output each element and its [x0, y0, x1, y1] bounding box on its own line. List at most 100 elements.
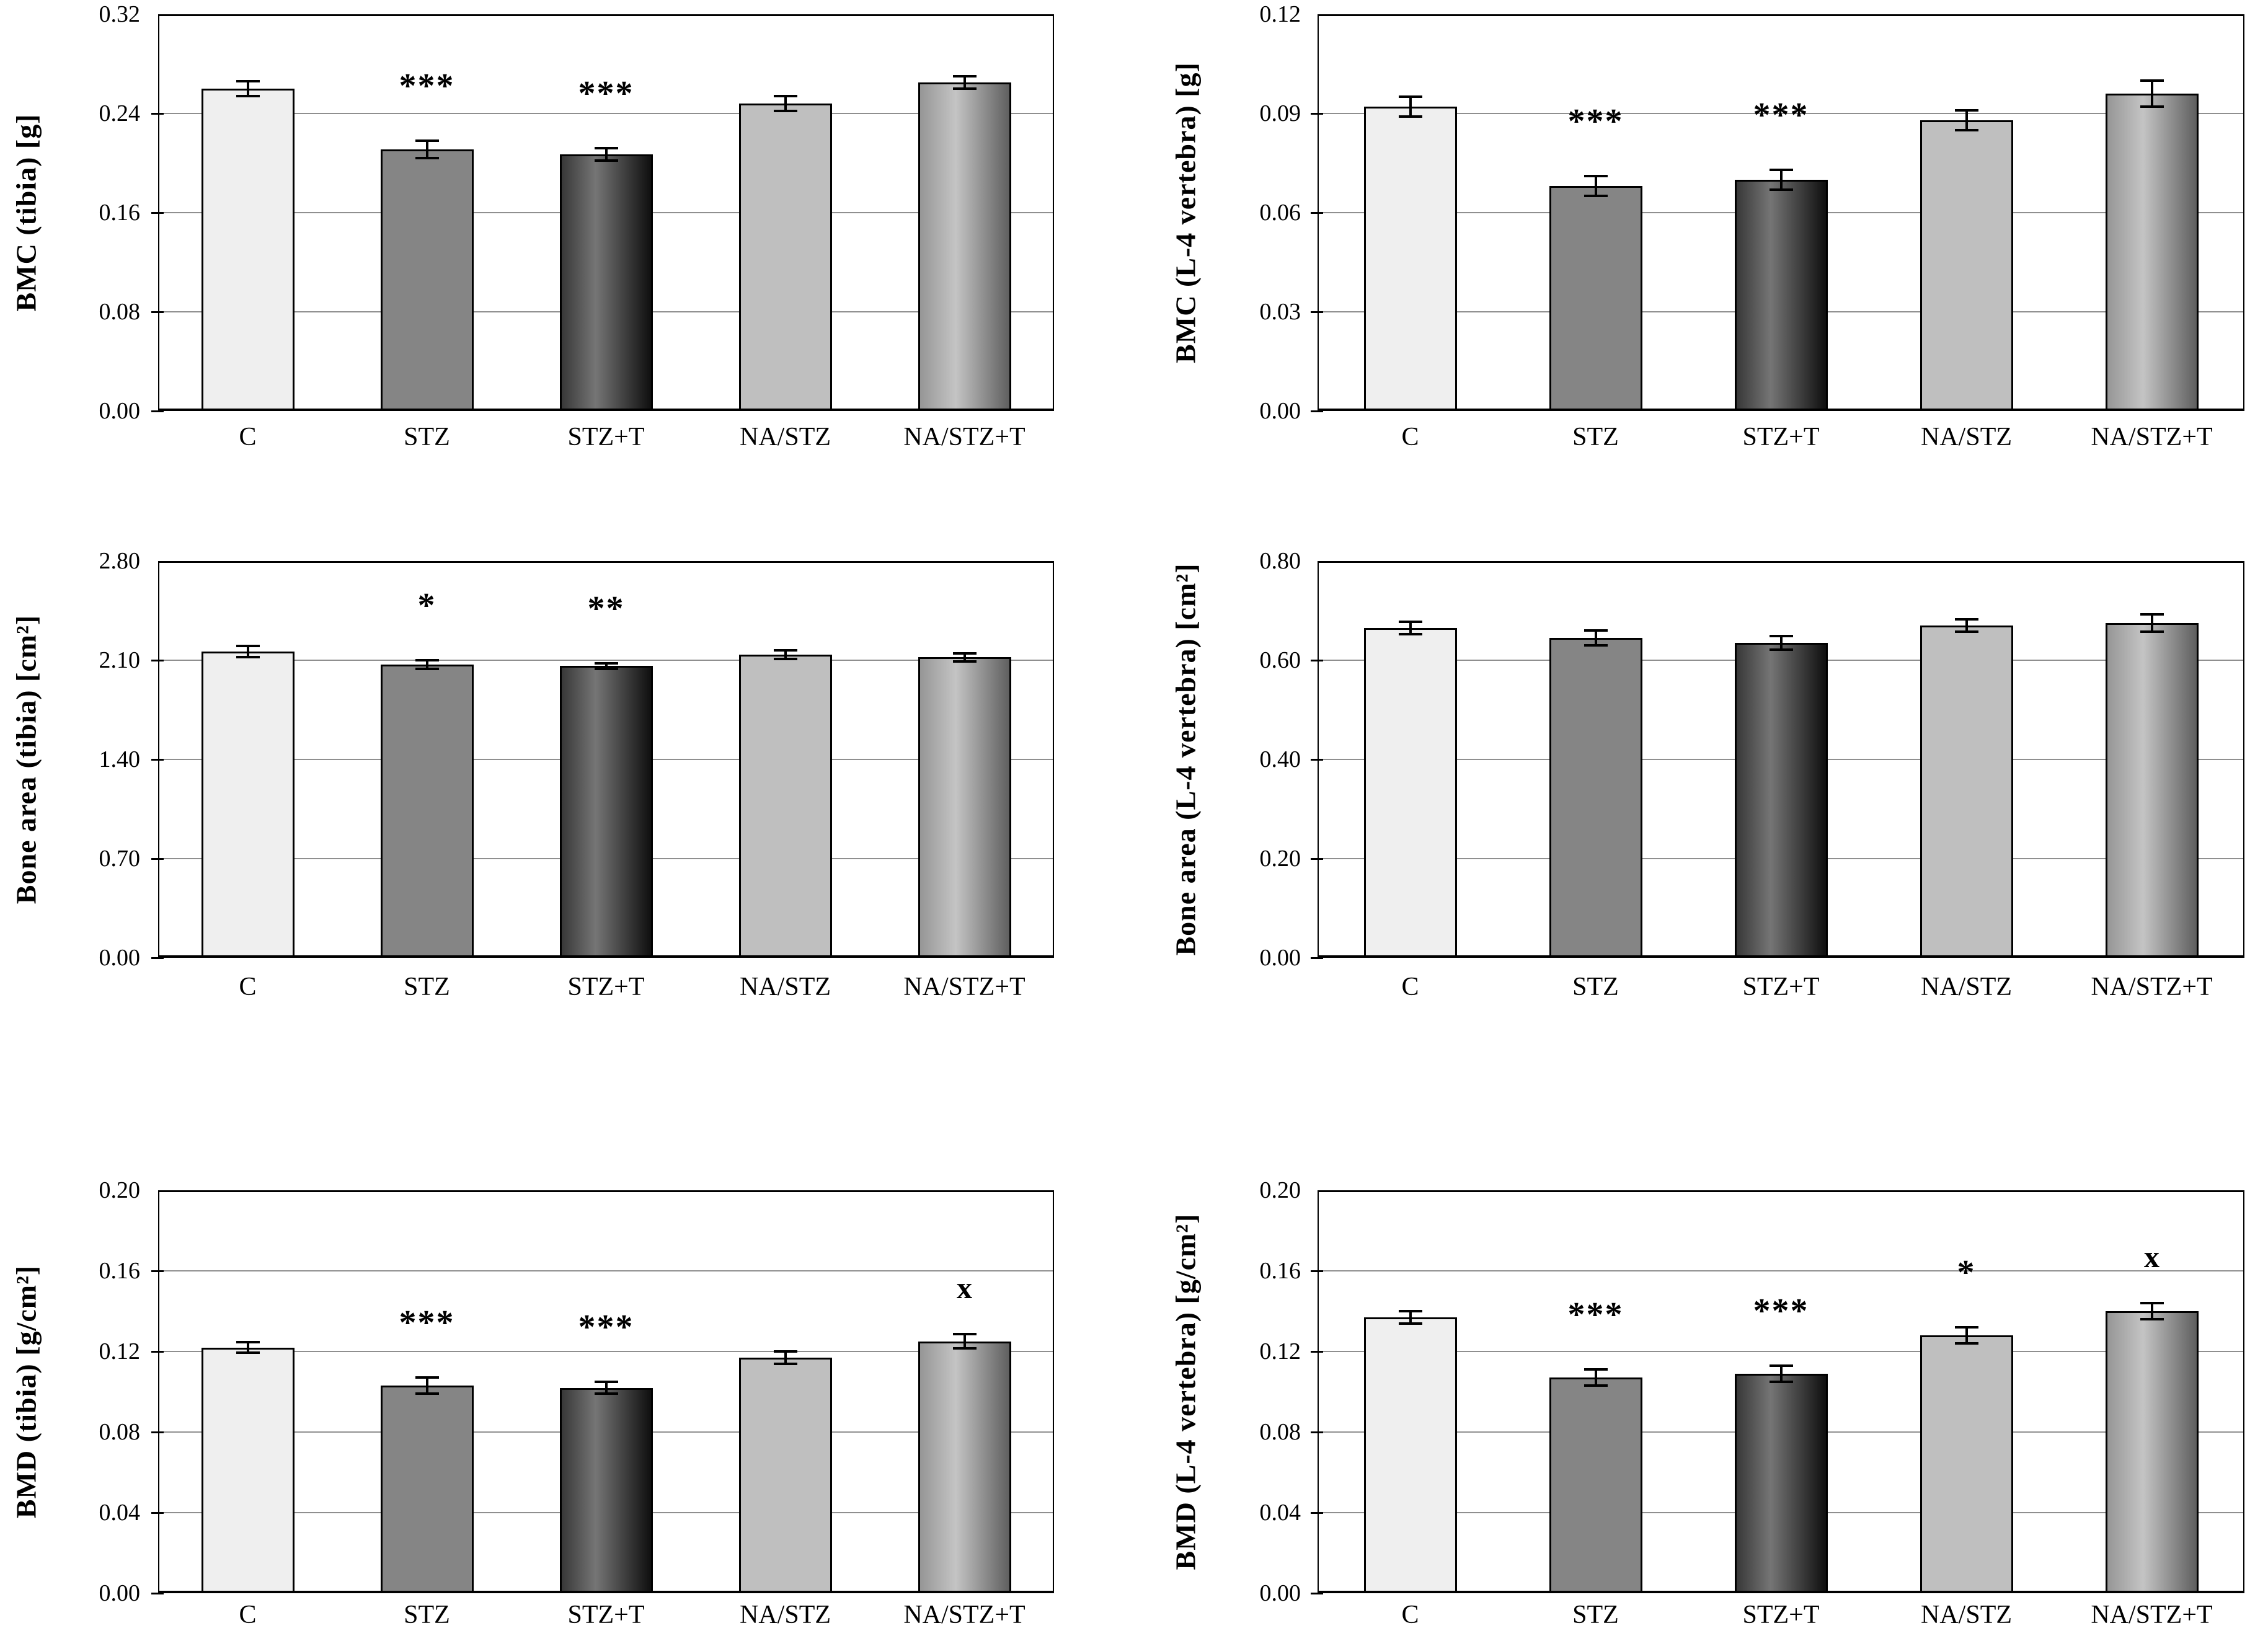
x-category-label: C — [1401, 973, 1419, 1001]
error-bar — [1965, 110, 1968, 130]
y-tick-label: 2.10 — [99, 647, 141, 673]
y-tick-label: 0.12 — [1259, 1338, 1301, 1364]
x-category-label: STZ+T — [567, 973, 645, 1001]
y-axis-tick — [151, 957, 164, 959]
bar-STZ — [1549, 1377, 1642, 1593]
x-category-label: C — [239, 973, 257, 1001]
y-axis-tick — [1311, 858, 1323, 860]
error-bar-cap-top — [594, 147, 618, 149]
bar-NA/STZ — [738, 654, 832, 958]
gridline — [1318, 1270, 2244, 1271]
y-tick-label: 0.08 — [99, 299, 141, 325]
error-bar — [1594, 176, 1597, 197]
error-bar-cap-bottom — [236, 95, 260, 97]
error-bar-cap-bottom — [415, 667, 439, 670]
y-axis-tick — [1311, 759, 1323, 761]
error-bar-cap-bottom — [2140, 1318, 2164, 1320]
y-tick-label: 0.00 — [99, 1580, 141, 1606]
bar-NA/STZ — [1920, 120, 2013, 411]
error-bar-cap-top — [415, 139, 439, 142]
y-axis-tick — [1311, 311, 1323, 313]
bar-STZ — [1549, 186, 1642, 411]
bar-STZ+T — [1734, 1373, 1828, 1593]
significance-marker: *** — [399, 67, 455, 105]
bar-STZ+T — [1734, 643, 1828, 958]
error-bar-cap-top — [1584, 629, 1608, 632]
error-bar — [784, 96, 787, 111]
bar-C — [201, 89, 295, 411]
error-bar-cap-top — [2140, 79, 2164, 82]
error-bar-cap-top — [594, 1380, 618, 1383]
error-bar-cap-top — [773, 1350, 797, 1353]
bar-STZ+T — [559, 154, 653, 411]
y-tick-label: 0.00 — [99, 398, 141, 424]
x-category-label: NA/STZ+T — [903, 973, 1025, 1001]
error-bar-cap-top — [2140, 1302, 2164, 1304]
y-axis-tick — [151, 1270, 164, 1272]
x-category-label: STZ+T — [567, 423, 645, 451]
y-axis-tick — [1311, 1512, 1323, 1514]
error-bar-cap-top — [952, 652, 977, 655]
significance-marker: x — [957, 1270, 972, 1306]
y-tick-label: 0.20 — [1259, 1177, 1301, 1203]
y-tick-label: 0.09 — [1259, 100, 1301, 126]
bar-NA/STZ — [738, 104, 832, 411]
error-bar — [784, 650, 787, 659]
error-bar — [963, 76, 966, 89]
error-bar-cap-top — [952, 75, 977, 77]
error-bar — [1409, 1311, 1412, 1324]
x-category-label: STZ — [404, 973, 450, 1001]
bar-STZ — [380, 1386, 474, 1593]
error-bar-cap-bottom — [1769, 648, 1793, 652]
error-bar — [1779, 1365, 1783, 1382]
error-bar-cap-top — [1954, 108, 1978, 112]
y-axis-tick — [1311, 1431, 1323, 1433]
gridline — [158, 113, 1054, 114]
y-axis-tick — [151, 113, 164, 115]
y-tick-label: 0.08 — [1259, 1419, 1301, 1445]
y-tick-label: 1.40 — [99, 746, 141, 772]
error-bar — [1779, 635, 1783, 650]
bar-C — [1363, 1317, 1457, 1593]
significance-marker: * — [417, 586, 436, 625]
x-category-label: NA/STZ — [740, 1601, 831, 1629]
x-category-label: C — [1401, 423, 1419, 451]
error-bar-cap-top — [1954, 1326, 1978, 1329]
y-axis-tick — [151, 1431, 164, 1433]
error-bar — [605, 1381, 608, 1394]
y-axis-tick — [151, 660, 164, 661]
error-bar-cap-bottom — [1584, 644, 1608, 647]
bar-C — [201, 1347, 295, 1593]
y-tick-label: 0.08 — [99, 1419, 141, 1445]
x-category-label: NA/STZ+T — [2091, 423, 2213, 451]
error-bar-cap-top — [2140, 612, 2164, 616]
error-bar — [246, 81, 249, 96]
error-bar-cap-bottom — [1769, 188, 1793, 191]
y-tick-label: 0.16 — [99, 1258, 141, 1284]
y-axis-tick — [1311, 1270, 1323, 1272]
error-bar — [1965, 1327, 1968, 1343]
y-tick-label: 0.00 — [1259, 1580, 1301, 1606]
error-bar-cap-bottom — [1584, 1384, 1608, 1387]
y-axis-tick — [1311, 1351, 1323, 1353]
bar-NA/STZ+T — [2105, 623, 2199, 958]
x-category-label: STZ+T — [1742, 1601, 1820, 1629]
error-bar — [1594, 1369, 1597, 1386]
x-category-label: NA/STZ — [740, 973, 831, 1001]
error-bar — [1594, 630, 1597, 645]
y-axis-tick — [151, 410, 164, 412]
x-category-label: STZ — [404, 423, 450, 451]
error-bar-cap-bottom — [594, 159, 618, 162]
error-bar-cap-bottom — [1398, 633, 1422, 636]
bar-NA/STZ+T — [2105, 94, 2199, 411]
bar-C — [1363, 107, 1457, 411]
bar-STZ — [1549, 638, 1642, 958]
error-bar — [425, 1377, 428, 1394]
y-axis-tick — [151, 212, 164, 214]
y-axis-tick — [151, 1593, 164, 1594]
gridline — [158, 1351, 1054, 1352]
y-tick-label: 0.00 — [99, 945, 141, 971]
bar-STZ — [380, 664, 474, 958]
x-category-label: NA/STZ — [1921, 1601, 2012, 1629]
y-tick-label: 0.12 — [99, 1338, 141, 1364]
